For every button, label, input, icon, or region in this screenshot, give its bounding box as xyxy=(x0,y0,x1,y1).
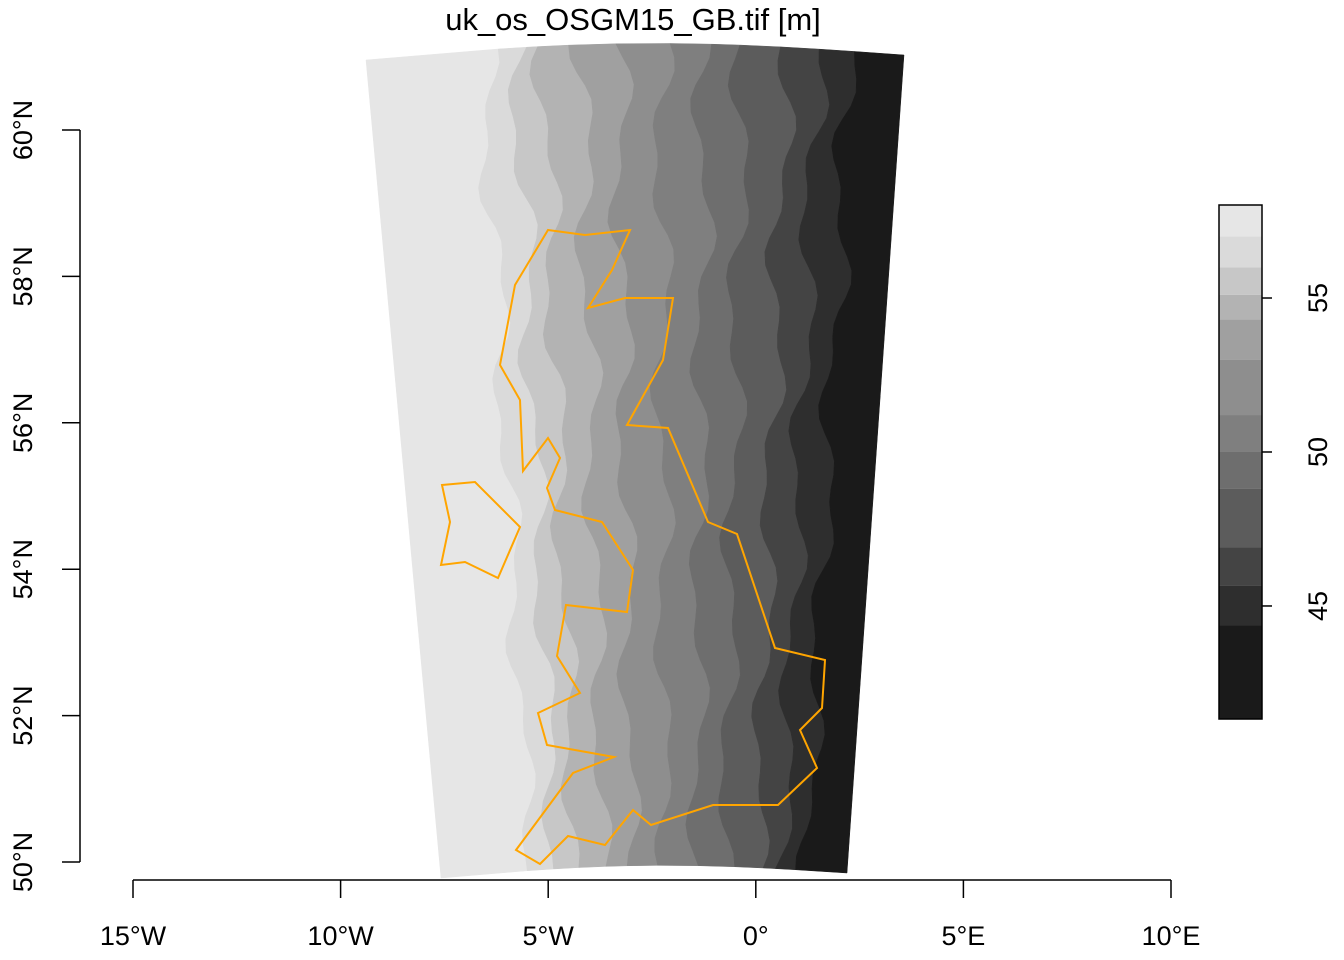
colorbar-segment xyxy=(1219,547,1262,586)
colorbar-segment xyxy=(1219,359,1262,416)
colorbar-segment xyxy=(1219,236,1262,268)
x-tick-label: 10°E xyxy=(1142,921,1201,951)
map-title: uk_os_OSGM15_GB.tif [m] xyxy=(445,2,821,37)
x-tick-label: 10°W xyxy=(307,921,374,951)
colorbar-segment xyxy=(1219,205,1262,237)
x-tick-label: 5°E xyxy=(941,921,985,951)
colorbar-tick-label: 45 xyxy=(1303,591,1333,621)
colorbar-segment xyxy=(1219,488,1262,548)
raster xyxy=(365,43,905,879)
colorbar-frame xyxy=(1218,204,1263,720)
ireland-outline xyxy=(439,480,522,580)
great-britain-outline xyxy=(498,228,827,866)
y-tick-label: 54°N xyxy=(8,539,38,599)
colorbar-tick-label: 55 xyxy=(1303,283,1333,313)
colorbar-segment xyxy=(1219,451,1262,489)
y-tick-label: 60°N xyxy=(8,100,38,160)
x-tick-label: 0° xyxy=(743,921,769,951)
coastline xyxy=(439,228,827,866)
colorbar-segment xyxy=(1219,267,1262,295)
y-tick-label: 58°N xyxy=(8,246,38,306)
raster-band xyxy=(795,51,905,874)
colorbar-segment xyxy=(1219,319,1262,360)
colorbar-segment xyxy=(1219,585,1262,626)
x-tick-label: 5°W xyxy=(523,921,575,951)
colorbar-segment xyxy=(1219,625,1262,719)
x-tick-label: 15°W xyxy=(100,921,167,951)
colorbar: 45 50 55 xyxy=(1218,204,1333,720)
colorbar-segment xyxy=(1219,294,1262,320)
y-tick-label: 52°N xyxy=(8,685,38,745)
y-tick-label: 50°N xyxy=(8,832,38,892)
y-tick-label: 56°N xyxy=(8,393,38,453)
colorbar-segment xyxy=(1219,415,1262,452)
colorbar-tick-label: 50 xyxy=(1303,437,1333,467)
